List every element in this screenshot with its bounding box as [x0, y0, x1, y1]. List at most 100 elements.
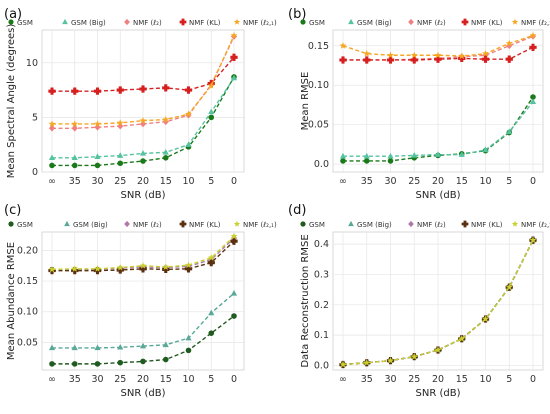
data-point — [506, 42, 513, 50]
legend-entry: NMF (ℓ₂) — [133, 221, 162, 229]
x-tick-label: 10 — [182, 374, 194, 385]
legend-entry: GSM (Big) — [357, 221, 392, 229]
data-point — [49, 361, 55, 367]
legend-marker — [348, 220, 354, 227]
legend-entry: NMF (ℓ₂,₁) — [521, 19, 550, 27]
legend-marker — [511, 18, 519, 25]
data-point — [410, 353, 418, 360]
data-point — [139, 85, 147, 93]
x-tick-label: 35 — [69, 176, 81, 187]
data-point — [481, 55, 490, 63]
data-point — [71, 120, 79, 127]
x-axis-label: SNR (dB) — [416, 388, 461, 399]
data-point — [48, 87, 56, 95]
data-point — [208, 108, 215, 115]
data-point — [529, 31, 537, 39]
data-point — [71, 154, 78, 161]
data-point — [434, 151, 442, 157]
data-point — [363, 152, 370, 159]
legend-entry: NMF (KL) — [189, 19, 221, 27]
x-tick-label: ∞ — [48, 176, 56, 187]
data-point — [434, 51, 442, 59]
legend-entry: GSM (Big) — [357, 19, 392, 27]
x-tick-label: 5 — [506, 176, 512, 187]
legend-marker — [233, 220, 241, 227]
data-point — [71, 361, 78, 367]
data-point — [162, 115, 170, 123]
y-tick-label: 0.2 — [314, 300, 329, 311]
data-point — [185, 141, 192, 147]
data-point — [207, 82, 215, 89]
x-axis-label: SNR (dB) — [416, 190, 461, 201]
data-point — [162, 341, 169, 348]
legend-entry: GSM (Big) — [71, 19, 106, 27]
legend-marker — [511, 220, 519, 227]
x-tick-label: 35 — [361, 374, 373, 385]
data-point — [71, 344, 78, 351]
y-tick-label: 0.15 — [308, 41, 329, 52]
data-point — [162, 265, 170, 274]
data-point — [48, 265, 56, 273]
data-point — [116, 86, 124, 94]
series-line — [343, 35, 534, 61]
x-tick-label: 5 — [506, 374, 512, 385]
x-tick-label: 25 — [114, 176, 126, 187]
data-point — [93, 267, 102, 275]
data-point — [139, 342, 147, 349]
y-tick-label: 10 — [26, 58, 38, 69]
y-axis-label: Mean Abundance RMSE — [6, 242, 17, 360]
chart-panel-a: ∞ 35 30 25 20 15 10 5 0 0 5 10 SNR (dB) Mean Spectral… — [4, 7, 277, 201]
series-line — [343, 96, 534, 162]
legend-marker — [300, 221, 306, 227]
x-tick-label: ∞ — [339, 374, 347, 385]
panel-label: (b) — [288, 7, 306, 22]
data-point — [363, 158, 370, 164]
y-tick-label: 0.05 — [308, 120, 329, 131]
data-point — [410, 51, 418, 59]
legend-marker — [179, 220, 187, 228]
data-point — [458, 151, 465, 157]
data-point — [185, 347, 192, 354]
data-point — [339, 56, 347, 64]
data-point — [71, 267, 79, 275]
data-point — [363, 56, 371, 64]
x-tick-label: 20 — [432, 176, 444, 187]
data-point — [410, 56, 418, 64]
legend-marker — [461, 18, 469, 26]
y-tick-label: 0.0 — [314, 159, 329, 170]
data-point — [387, 152, 394, 159]
chart-panel-c: ∞ 35 30 25 20 15 10 5 0 0.05 0.10 0.15 0.20 SNR (dB) M… — [4, 203, 277, 399]
x-tick-label: 30 — [384, 374, 396, 385]
x-tick-label: 10 — [479, 176, 491, 187]
data-point — [505, 39, 513, 47]
x-tick-label: 35 — [361, 176, 373, 187]
data-point — [162, 155, 169, 161]
series-line — [342, 34, 534, 57]
y-tick-label: 0.10 — [308, 80, 329, 91]
y-tick-label: 5 — [32, 112, 38, 123]
series-line — [343, 46, 534, 61]
y-axis-label: Mean RMSE — [300, 72, 311, 131]
data-point — [140, 358, 146, 365]
y-tick-label: 0.15 — [17, 276, 38, 287]
y-tick-label: 0.1 — [314, 330, 329, 341]
series-line — [343, 101, 534, 157]
data-point — [230, 237, 238, 245]
x-tick-label: 0 — [530, 176, 536, 187]
legend-marker — [64, 220, 70, 227]
data-point — [231, 313, 237, 319]
legend-marker — [62, 18, 68, 25]
y-tick-label: 0.0 — [314, 360, 329, 371]
data-point — [71, 162, 78, 169]
data-point — [185, 110, 192, 118]
data-point — [139, 120, 147, 128]
legend-marker — [8, 221, 14, 227]
data-point — [482, 146, 489, 153]
y-axis-label: Mean Spectral Angle (degrees) — [6, 24, 17, 179]
legend-marker — [348, 18, 354, 25]
x-tick-label: 20 — [137, 374, 149, 385]
legend-entry: NMF (ℓ₂) — [133, 19, 162, 27]
legend-marker — [124, 18, 130, 26]
data-point — [162, 84, 170, 92]
chart-panel-b: ∞ 35 30 25 20 15 10 5 0 0.0 0.05 0.10 0.15 SNR (dB) Me… — [288, 7, 550, 201]
